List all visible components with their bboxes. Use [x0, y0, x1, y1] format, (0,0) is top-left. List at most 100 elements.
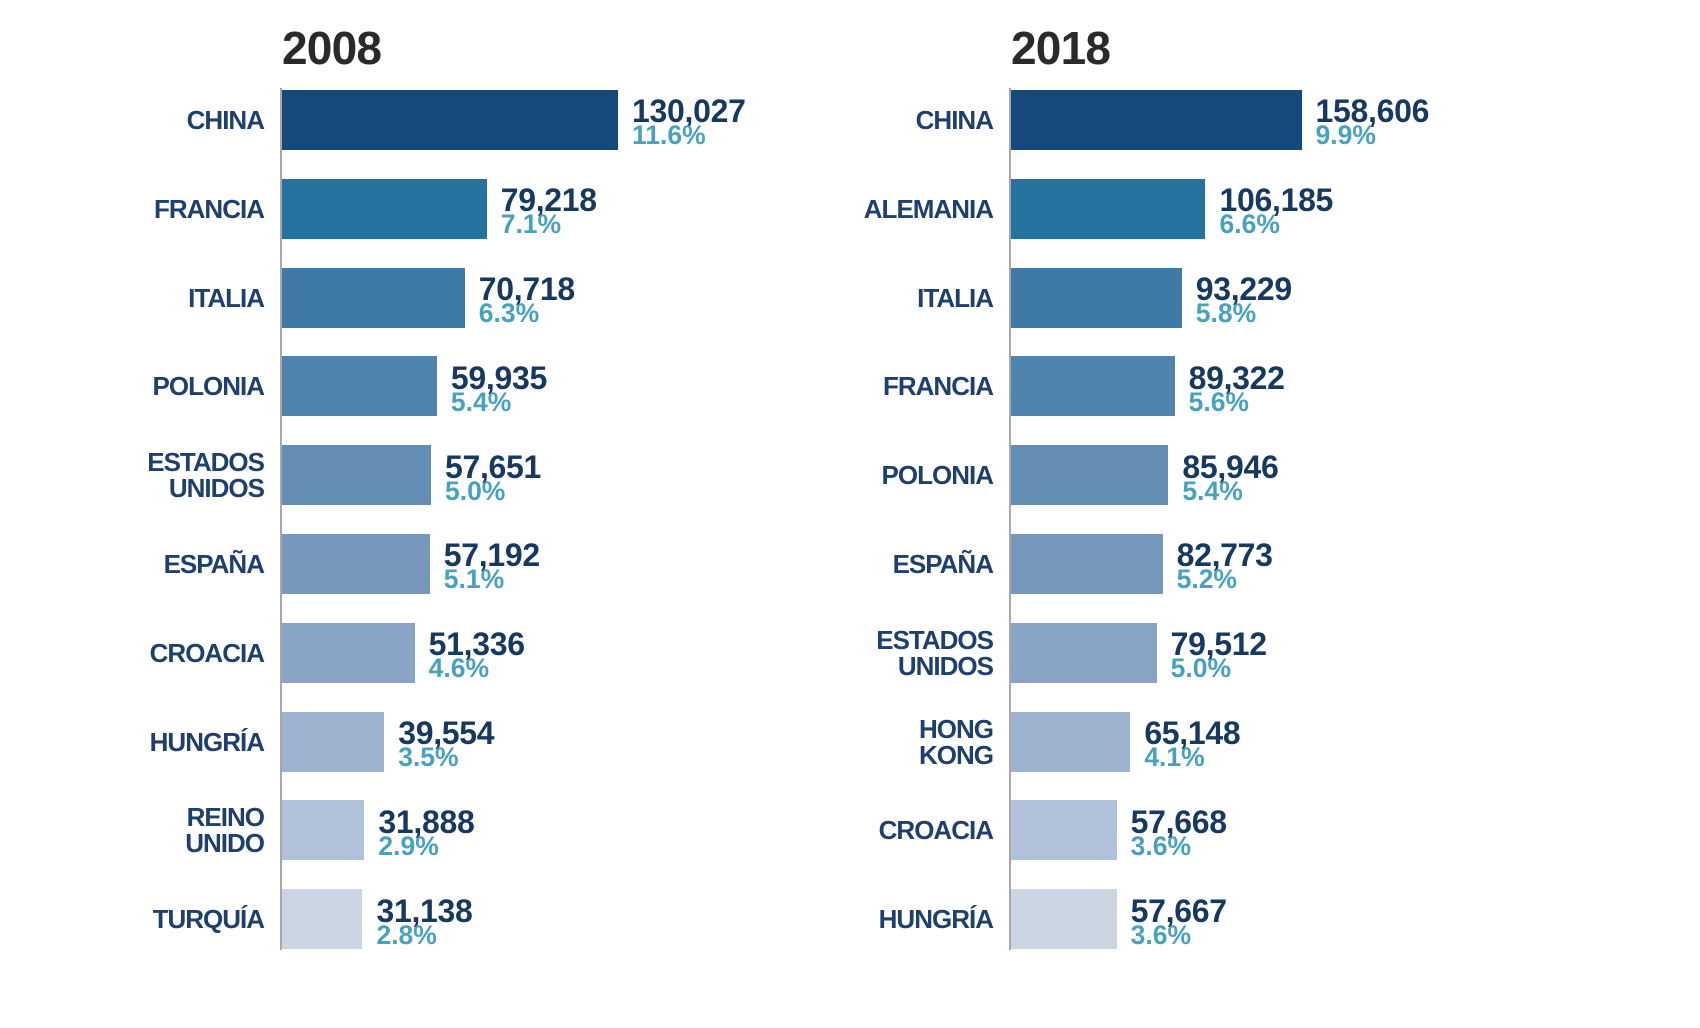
value-block: 57,668 3.6% — [1130, 806, 1227, 861]
category-label: CROACIA — [878, 815, 994, 846]
percent-label: 5.0% — [1170, 653, 1232, 684]
category-label: ESTADOS UNIDOS — [876, 624, 994, 681]
bar — [282, 534, 430, 594]
value-block: 65,148 4.1% — [1144, 715, 1241, 772]
value-block: 57,192 5.1% — [443, 537, 540, 595]
category-label: POLONIA — [881, 460, 994, 491]
value-block: 79,218 7.1% — [500, 182, 597, 240]
category-label: ITALIA — [188, 282, 265, 313]
value-block: 89,322 5.6% — [1188, 359, 1285, 417]
chart-title-2018: 2018 — [1011, 22, 1111, 74]
chart-title-2008: 2008 — [282, 22, 382, 74]
category-label: FRANCIA — [883, 371, 994, 402]
bar — [282, 267, 465, 328]
percent-label: 4.1% — [1144, 742, 1205, 772]
category-label: CROACIA — [149, 637, 265, 668]
percent-label: 4.6% — [428, 653, 490, 684]
percent-label: 2.9% — [378, 830, 439, 861]
category-label: HUNGRÍA — [878, 904, 994, 935]
value-label: 85,946 — [1182, 448, 1279, 485]
value-block: 85,946 5.4% — [1182, 448, 1279, 506]
percent-label: 3.5% — [398, 742, 459, 772]
percent-label: 6.6% — [1219, 209, 1280, 240]
bar — [1011, 90, 1302, 150]
category-label: ITALIA — [917, 282, 994, 313]
value-label: 106,185 — [1219, 182, 1334, 219]
value-label: 79,512 — [1170, 626, 1267, 663]
category-label: ESPAÑA — [163, 549, 265, 579]
value-block: 51,336 4.6% — [428, 626, 525, 684]
bar — [282, 800, 365, 861]
value-block: 31,138 2.8% — [376, 892, 473, 950]
value-block: 70,718 6.3% — [478, 271, 575, 328]
percent-label: 2.8% — [376, 919, 437, 950]
bar — [282, 711, 385, 772]
bar — [1011, 445, 1169, 506]
category-label: REINO UNIDO — [185, 802, 265, 859]
category-label: ALEMANIA — [863, 193, 994, 224]
value-label: 79,218 — [500, 182, 597, 219]
percent-label: 5.4% — [1182, 475, 1243, 506]
value-label: 130,027 — [632, 93, 746, 130]
value-block: 93,229 5.8% — [1195, 271, 1292, 328]
percent-label: 3.6% — [1130, 830, 1192, 861]
value-label: 59,935 — [450, 359, 547, 396]
value-label: 51,336 — [428, 626, 525, 663]
value-label: 57,667 — [1130, 892, 1227, 929]
value-block: 57,667 3.6% — [1130, 892, 1227, 950]
bar — [282, 445, 431, 506]
value-label: 70,718 — [478, 271, 575, 307]
bar — [1011, 800, 1117, 861]
value-block: 31,888 2.9% — [378, 803, 475, 861]
category-label: ESTADOS UNIDOS — [147, 447, 265, 504]
percent-label: 9.9% — [1315, 120, 1376, 151]
bar — [1011, 178, 1206, 239]
bar — [1011, 267, 1182, 328]
bar — [1011, 711, 1131, 772]
percent-label: 5.8% — [1195, 298, 1257, 328]
category-label: ESPAÑA — [892, 549, 994, 579]
category-label: HUNGRÍA — [149, 726, 265, 757]
bar — [1011, 889, 1117, 950]
percent-label: 5.4% — [450, 386, 512, 417]
percent-label: 11.6% — [632, 120, 706, 151]
percent-label: 7.1% — [500, 209, 562, 240]
percent-label: 3.6% — [1130, 919, 1192, 950]
value-label: 89,322 — [1188, 359, 1285, 396]
value-label: 31,888 — [378, 803, 475, 840]
value-label: 39,554 — [398, 715, 495, 751]
category-label: CHINA — [186, 105, 265, 135]
percent-label: 5.2% — [1176, 564, 1237, 595]
bar — [1011, 356, 1175, 417]
bar — [1011, 534, 1163, 594]
value-block: 82,773 5.2% — [1176, 537, 1273, 595]
value-block: 130,027 11.6% — [632, 93, 746, 151]
value-label: 82,773 — [1176, 537, 1273, 574]
bar — [1011, 622, 1157, 683]
percent-label: 5.6% — [1188, 386, 1249, 417]
value-block: 59,935 5.4% — [450, 359, 547, 417]
bar — [282, 178, 487, 239]
value-block: 79,512 5.0% — [1170, 626, 1267, 684]
y-axis-line — [280, 88, 282, 950]
category-label: POLONIA — [152, 371, 265, 402]
bar — [282, 90, 618, 150]
value-block: 106,185 6.6% — [1219, 182, 1334, 240]
percent-label: 6.3% — [478, 298, 540, 328]
bar — [282, 622, 415, 683]
value-label: 57,192 — [443, 537, 540, 574]
bar — [282, 356, 437, 417]
percent-label: 5.0% — [444, 475, 506, 506]
value-label: 57,651 — [444, 448, 542, 485]
percent-label: 5.1% — [443, 564, 505, 595]
value-label: 65,148 — [1144, 715, 1241, 751]
value-label: 158,606 — [1315, 93, 1430, 130]
bar — [282, 889, 363, 950]
value-label: 31,138 — [376, 892, 473, 929]
value-block: 39,554 3.5% — [398, 715, 495, 772]
category-label: HONG KONG — [919, 713, 994, 770]
value-block: 57,651 5.0% — [444, 448, 542, 506]
value-block: 158,606 9.9% — [1315, 93, 1430, 151]
value-label: 93,229 — [1195, 271, 1292, 307]
